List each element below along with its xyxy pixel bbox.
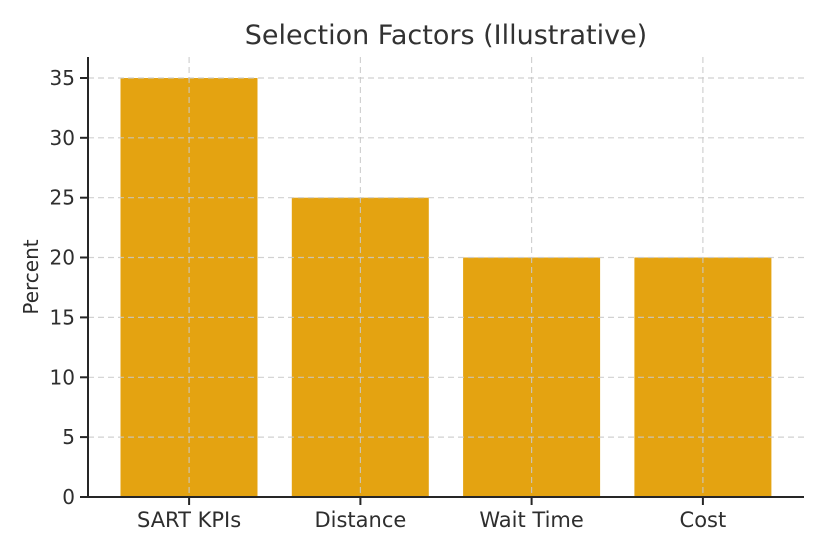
y-tick-label: 10 [50,365,75,389]
y-tick-label: 30 [50,126,75,150]
x-tick-label: Wait Time [479,508,583,532]
y-tick-label: 25 [50,186,75,210]
y-axis-label: Percent [19,239,43,315]
y-tick-label: 35 [50,66,75,90]
y-tick-label: 20 [50,246,75,270]
x-tick-label: SART KPIs [137,508,241,532]
y-tick-label: 5 [62,425,75,449]
x-tick-label: Distance [314,508,406,532]
y-tick-label: 15 [50,305,75,329]
chart-title: Selection Factors (Illustrative) [244,20,648,51]
y-tick-label: 0 [62,485,75,509]
x-tick-label: Cost [680,508,727,532]
